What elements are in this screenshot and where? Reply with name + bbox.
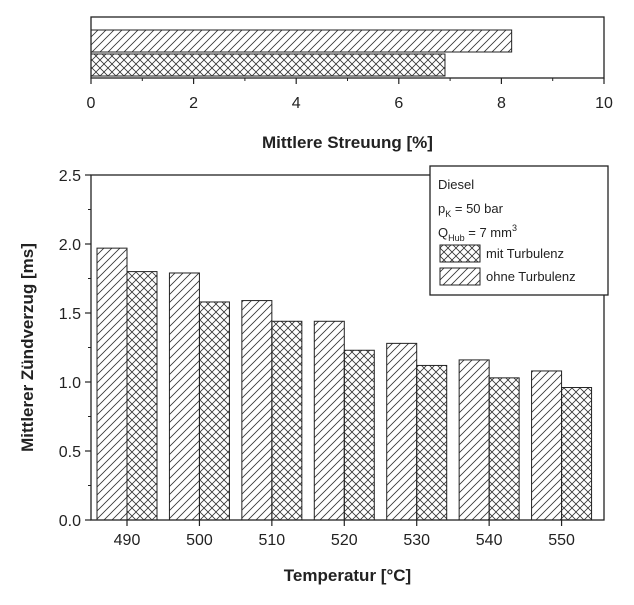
top-x-tick-label: 6: [394, 95, 403, 112]
x-tick-label: 500: [186, 532, 213, 549]
x-tick-label: 520: [331, 532, 358, 549]
y-tick-label: 0.0: [59, 513, 81, 530]
top-x-tick-label: 2: [189, 95, 198, 112]
bar-mit-turbulenz-500: [168, 272, 200, 521]
y-tick-label: 2.5: [59, 168, 81, 185]
bar-ohne-turbulenz-490: [126, 271, 158, 521]
y-tick-label: 2.0: [59, 237, 81, 254]
bar-ohne-turbulenz-500: [198, 301, 230, 521]
x-tick-label: 530: [403, 532, 430, 549]
legend-pressure: pK = 50 bar: [438, 201, 504, 219]
bar-mit-turbulenz-540: [458, 359, 490, 521]
top-x-tick-label: 10: [595, 95, 613, 112]
bar-mit-turbulenz-550: [531, 370, 563, 521]
top-x-tick-label: 8: [497, 95, 506, 112]
y-tick-label: 1.5: [59, 306, 81, 323]
top-bar-ohne-turbulenz: [90, 53, 446, 77]
bar-ohne-turbulenz-530: [416, 364, 448, 521]
x-tick-label: 510: [259, 532, 286, 549]
legend-label-mit-turbulenz: mit Turbulenz: [486, 246, 564, 261]
legend-label-ohne-turbulenz: ohne Turbulenz: [486, 269, 576, 284]
y-axis-title: Mittlerer Zündverzug [ms]: [18, 243, 37, 452]
x-tick-label: 540: [476, 532, 503, 549]
bar-ohne-turbulenz-510: [271, 320, 303, 521]
y-tick-label: 0.5: [59, 444, 81, 461]
bar-mit-turbulenz-520: [313, 320, 345, 521]
top-x-axis-title: Mittlere Streuung [%]: [262, 133, 433, 152]
top-bar-mit-turbulenz: [90, 29, 513, 53]
x-axis-title: Temperatur [°C]: [284, 566, 411, 585]
bar-mit-turbulenz-530: [386, 342, 418, 521]
y-tick-label: 1.0: [59, 375, 81, 392]
x-tick-label: 550: [548, 532, 575, 549]
legend: Diesel pK = 50 bar QHub = 7 mm3 mit Turbule…: [429, 165, 609, 296]
legend-title: Diesel: [438, 177, 474, 192]
bar-mit-turbulenz-510: [241, 300, 273, 521]
bar-ohne-turbulenz-540: [488, 377, 520, 521]
x-tick-label: 490: [114, 532, 141, 549]
bar-ohne-turbulenz-550: [561, 387, 593, 521]
legend-swatch-ohne-turbulenz: [439, 267, 481, 286]
legend-quantity: QHub = 7 mm3: [438, 223, 517, 243]
top-x-tick-label: 0: [87, 95, 96, 112]
bar-ohne-turbulenz-520: [343, 349, 375, 521]
legend-swatch-mit-turbulenz: [439, 244, 481, 263]
top-x-tick-label: 4: [292, 95, 301, 112]
bar-mit-turbulenz-490: [96, 247, 128, 521]
